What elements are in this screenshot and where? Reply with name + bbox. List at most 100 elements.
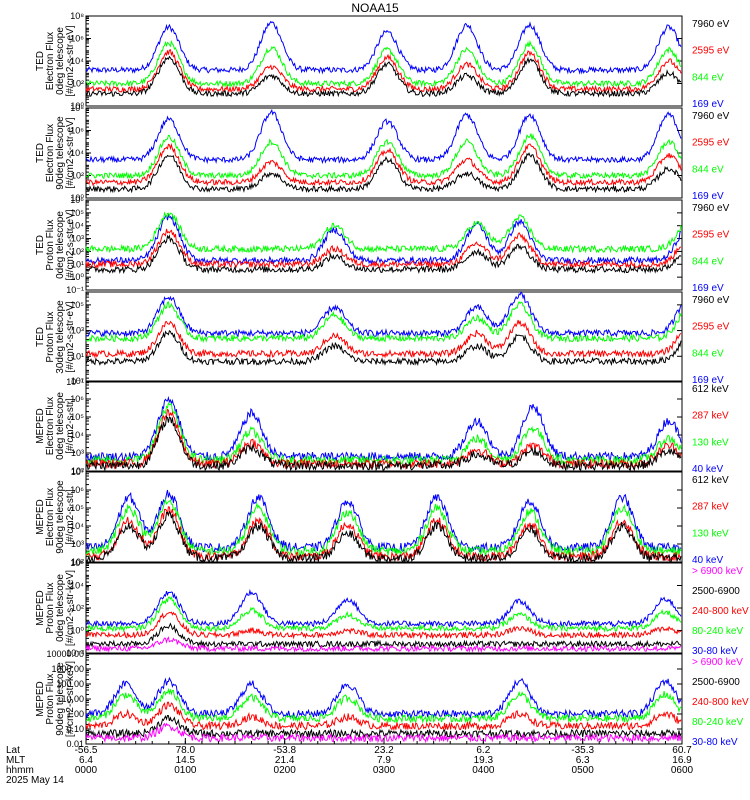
x-tick-label-hhmm: 0500	[572, 765, 595, 776]
panel-frame	[85, 471, 683, 563]
y-axis-label-line: 0deg telescope	[55, 27, 66, 95]
series-line	[85, 211, 682, 254]
y-axis-label-line: MEPED	[35, 499, 46, 535]
y-tick-label: 10¹	[71, 259, 84, 269]
series-line	[85, 234, 682, 275]
y-tick-label: 1.00	[66, 709, 84, 719]
y-axis-label-line: [#/cm2-s-str-eV]	[65, 209, 76, 280]
y-axis-label-line: Electron Flux	[45, 124, 56, 182]
y-axis-label-line: [#/cm2-s-str-eV]	[65, 301, 76, 372]
y-axis-label-line: 90deg telescope	[55, 116, 66, 190]
y-axis-label-line: 0deg telescope	[55, 392, 66, 460]
y-axis-label: MEPEDProton Flux90deg telescope[#/cm2-s-…	[35, 661, 76, 737]
y-axis-label-line: TED	[35, 51, 46, 71]
y-tick-label: 10⁴	[70, 56, 84, 66]
panel-frame	[85, 199, 683, 291]
panel-7: 10⁻² 10⁰ 10² 10⁴ 10⁶ MEPEDProton Flux0deg tel…	[35, 558, 749, 658]
legend-entry: 130 keV	[692, 437, 729, 448]
legend-entry: 130 keV	[692, 528, 729, 539]
legend-entry: 30-80 keV	[692, 737, 738, 748]
x-tick-label-lat: 23.2	[374, 745, 394, 756]
series-line	[85, 133, 682, 180]
panel-frame	[85, 291, 683, 383]
legend-entry: 7960 eV	[692, 19, 730, 30]
y-axis-label-line: TED	[35, 143, 46, 163]
legend-entry: 30-80 keV	[692, 646, 738, 657]
legend-entry: 80-240 keV	[692, 626, 743, 637]
y-tick-label: 10⁰	[70, 272, 84, 282]
y-tick-label: 10⁰	[70, 626, 84, 636]
y-tick-label: 0.01	[66, 739, 84, 749]
y-axis-label: MEPEDElectron Flux0deg telescope[#/cm2-s…	[35, 392, 76, 460]
y-tick-label: 10⁴	[70, 430, 84, 440]
series-line	[85, 329, 682, 367]
y-tick-label: 10⁴	[70, 148, 84, 158]
panel-2: 10⁰ 10² 10⁴ 10⁶ 10⁸ TEDElectron Flux90deg tel…	[35, 103, 730, 203]
y-tick-label: 10²	[71, 79, 84, 89]
x-tick-label-lat: 6.2	[476, 745, 490, 756]
x-tick-label-hhmm: 0300	[373, 765, 396, 776]
y-axis-label-line: [#/cm2-s-str]	[65, 398, 76, 454]
legend-entry: 169 eV	[692, 191, 724, 202]
x-tick-label-mlt: 21.4	[275, 755, 295, 766]
legend-entry: 2500-6900	[692, 677, 740, 688]
panel-3: 10⁻¹ 10⁰ 10¹ 10² 10³ 10⁴ 10⁵ 10⁶ TEDProton Flux0…	[35, 195, 730, 295]
y-axis-label-line: 90deg telescope	[55, 662, 66, 736]
y-tick-label: 10⁶	[70, 558, 84, 568]
y-axis-label-line: MEPED	[35, 590, 46, 626]
y-tick-label: 10000.00	[46, 649, 84, 659]
legend-entry: 240-800 keV	[692, 697, 749, 708]
panel-frame	[85, 380, 683, 472]
y-axis-label-line: 90deg telescope	[55, 480, 66, 554]
y-tick-label: 10⁵	[70, 300, 84, 310]
y-tick-label: 10⁵	[70, 503, 84, 513]
y-tick-label: 10⁶	[70, 485, 84, 495]
x-row-label: Lat	[6, 745, 20, 756]
y-axis-label: MEPEDElectron Flux90deg telescope[#/cm2-…	[35, 480, 76, 554]
series-line	[85, 55, 682, 98]
y-axis-label: TEDProton Flux0deg telescope[#/cm2-s-str…	[35, 209, 76, 280]
x-tick-label-mlt: 16.9	[672, 755, 692, 766]
y-tick-label: 10⁰	[70, 193, 84, 203]
y-tick-label: 10³	[71, 234, 84, 244]
y-axis-label-line: Proton Flux	[45, 582, 56, 633]
y-axis-label: TEDElectron Flux90deg telescope[#/cm2-s-…	[35, 116, 76, 190]
y-axis-label-line: [#/cm2-s-str-eV]	[65, 117, 76, 188]
legend-entry: 287 keV	[692, 411, 729, 422]
y-tick-label: 10³	[71, 326, 84, 336]
legend-entry: 844 eV	[692, 164, 724, 175]
y-tick-label: 10⁵	[70, 208, 84, 218]
legend-entry: 844 eV	[692, 72, 724, 83]
x-tick-label-lat: -35.3	[571, 745, 594, 756]
legend-entry: 169 eV	[692, 283, 724, 294]
panel-1: 10⁰ 10² 10⁴ 10⁶ 10⁸ TEDElectron Flux0deg tele…	[35, 11, 730, 111]
series-line	[85, 510, 682, 564]
y-tick-label: 10⁴	[70, 221, 84, 231]
x-tick-label-mlt: 7.9	[377, 755, 391, 766]
series-line	[85, 395, 682, 463]
y-tick-label: 10²	[71, 557, 84, 567]
legend-entry: 169 eV	[692, 99, 724, 110]
y-axis-label-line: MEPED	[35, 681, 46, 717]
x-tick-label-hhmm: 0600	[671, 765, 694, 776]
y-tick-label: 10⁶	[70, 34, 84, 44]
series-line	[85, 228, 681, 270]
y-tick-label: 10⁷	[71, 376, 84, 386]
panel-6: 10² 10³ 10⁴ 10⁵ 10⁶ 10⁷ MEPEDElectron Flux90de…	[35, 467, 729, 567]
x-tick-label-hhmm: 0400	[472, 765, 495, 776]
series-line	[85, 596, 682, 633]
legend-entry: 2500-6900	[692, 586, 740, 597]
y-tick-label: 10⁵	[70, 412, 84, 422]
x-row-label: MLT	[6, 755, 25, 766]
y-tick-label: 1000.00	[51, 664, 84, 674]
legend-entry: > 6900 keV	[692, 657, 743, 668]
legend-entry: 2595 eV	[692, 322, 730, 333]
series-line	[85, 687, 682, 725]
y-tick-label: 10²	[71, 246, 84, 256]
legend-entry: 40 keV	[692, 464, 723, 475]
y-tick-label: 10⁶	[70, 126, 84, 136]
legend-entry: 7960 eV	[692, 111, 730, 122]
y-tick-label: 10⁻²	[66, 648, 84, 658]
